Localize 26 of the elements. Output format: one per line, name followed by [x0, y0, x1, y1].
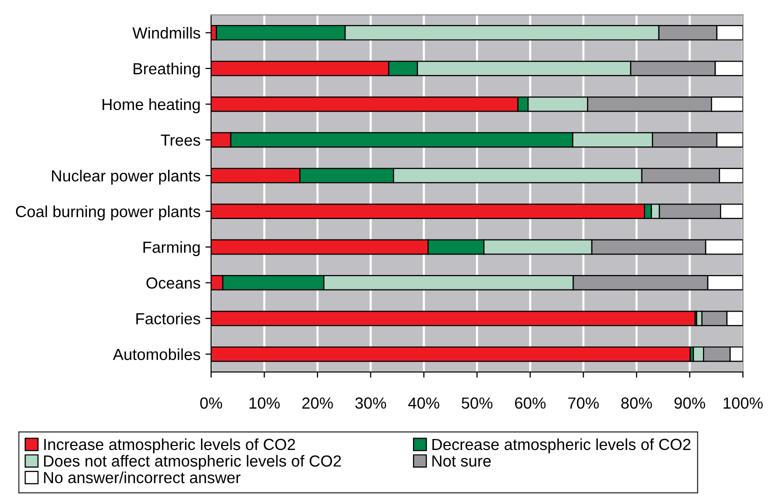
y-tick-label: Oceans — [146, 277, 200, 289]
y-tick-label: Breathing — [134, 62, 200, 78]
x-tick-label: 10% — [250, 397, 280, 409]
x-tick-label: 90% — [674, 397, 706, 409]
x-tick-label: 40% — [408, 397, 440, 409]
y-tick-label: Automobiles — [112, 348, 200, 360]
y-tick-label: Nuclear power plants — [52, 170, 200, 185]
y-tick-label: Coal burning power plants — [16, 206, 200, 220]
legend-label: Increase atmospheric levels of CO2 — [44, 438, 295, 454]
y-tick-label: Windmills — [132, 26, 200, 39]
x-tick-label: 0% — [200, 397, 222, 409]
legend-label: Not sure — [432, 456, 491, 467]
y-tick-label: Trees — [160, 134, 200, 146]
x-tick-label: 20% — [302, 397, 333, 409]
x-tick-label: 60% — [515, 397, 546, 409]
x-tick-label: 70% — [568, 397, 599, 409]
y-tick-label: Home heating — [102, 98, 200, 114]
y-tick-label: Factories — [136, 312, 200, 324]
legend-label: Decrease atmospheric levels of CO2 — [432, 438, 690, 454]
x-tick-label: 80% — [621, 397, 652, 409]
y-tick-label: Farming — [143, 241, 200, 256]
x-tick-label: 100% — [724, 397, 763, 409]
legend-label: Does not affect atmospheric levels of CO2 — [44, 454, 341, 470]
x-tick-label: 30% — [355, 397, 386, 409]
x-tick-label: 50% — [462, 397, 492, 409]
legend-label: No answer/incorrect answer — [44, 472, 240, 484]
